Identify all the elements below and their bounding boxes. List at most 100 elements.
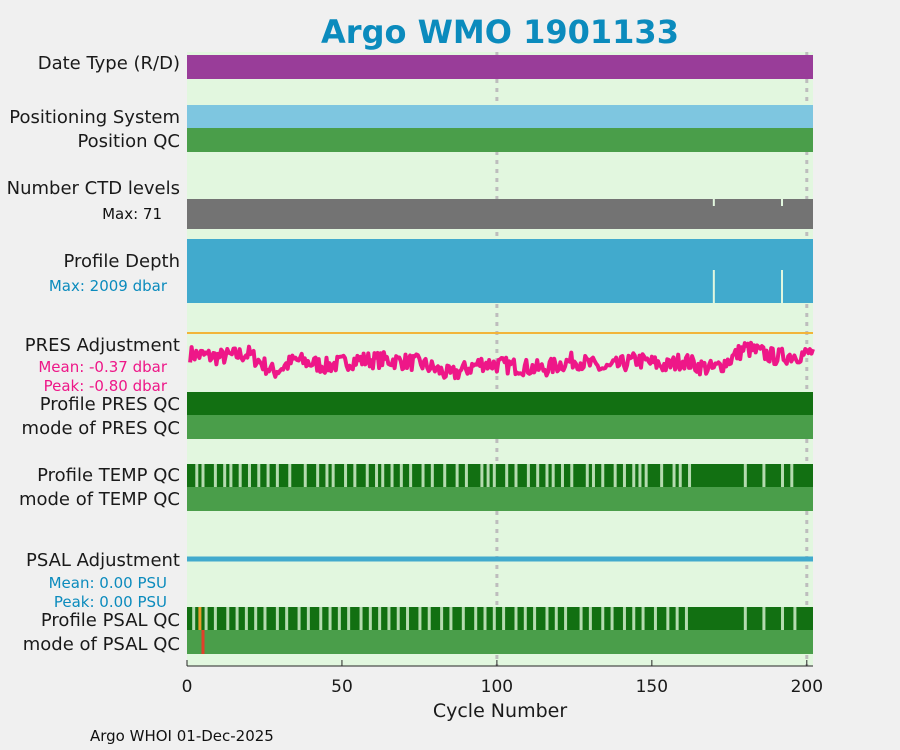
bar-mode-temp-qc [187,487,813,511]
temp-qc-flag-3 [195,464,199,487]
temp-qc-flag-129 [585,464,589,487]
temp-qc-flag-79 [430,464,434,487]
temp-qc-flag-58 [365,464,369,487]
psal-qc-flag-196 [793,607,797,630]
temp-qc-flag-61 [375,464,379,487]
temp-qc-flag-195 [790,464,794,487]
bar-date-type [187,55,813,79]
temp-qc-flag-72 [409,464,413,487]
temp-qc-flag-159 [678,464,682,487]
psal-qc-flag-25 [263,607,267,630]
temp-qc-flag-23 [257,464,261,487]
adjustment-lines [187,332,815,562]
temp-qc-flag-121 [560,464,564,487]
label-psal-mean: Mean: 0.00 PSU [49,574,167,592]
psal-qc-orange-flag [198,607,202,630]
label-depth-max: Max: 2009 dbar [49,277,168,295]
temp-qc-flag-97 [486,464,490,487]
temp-qc-flag-144 [632,464,636,487]
psal-qc-flag-2 [192,607,196,630]
x-tick-label-150: 150 [636,677,668,697]
psal-qc-flag-56 [359,607,363,630]
temp-qc-flag-5 [201,464,205,487]
pres-adjustment-line [188,340,815,381]
psal-qc-flag-106 [514,607,518,630]
x-tick-label-200: 200 [791,677,823,697]
psal-qc-flag-16 [235,607,239,630]
bar-positioning-system [187,105,813,128]
bar-profile-temp-qc [187,464,813,487]
temp-qc-flag-138 [613,464,617,487]
psal-qc-flag-141 [622,607,626,630]
depth-dip-192 [781,270,784,303]
temp-qc-flag-66 [390,464,394,487]
x-tick-label-50: 50 [331,677,353,697]
temp-qc-flag-33 [288,464,292,487]
temp-qc-flag-54 [353,464,357,487]
temp-qc-flag-38 [303,464,307,487]
label-date-type: Date Type (R/D) [38,53,180,74]
label-pres-peak: Peak: -0.80 dbar [44,377,168,395]
bar-profile-psal-qc [187,607,813,630]
temp-qc-flag-95 [480,464,484,487]
label-profile-depth: Profile Depth [63,251,180,272]
psal-qc-flag-99 [492,607,496,630]
temp-qc-flag-103 [505,464,509,487]
temp-qc-flag-87 [455,464,459,487]
label-profile-psal-qc: Profile PSAL QC [41,610,180,631]
psal-qc-flag-65 [387,607,391,630]
psal-qc-flag-144 [632,607,636,630]
temp-qc-flag-186 [762,464,766,487]
x-tick-label-0: 0 [182,677,193,697]
qc-bars [187,55,813,654]
temp-qc-flag-192 [781,464,785,487]
temp-qc-flag-146 [638,464,642,487]
depth-dip-170 [712,270,715,303]
psal-qc-flag-39 [306,607,310,630]
label-psal-adjustment: PSAL Adjustment [26,550,180,571]
psal-qc-flag-161 [684,607,688,630]
label-psal-peak: Peak: 0.00 PSU [54,593,167,611]
temp-qc-flag-63 [381,464,385,487]
x-axis-label: Cycle Number [433,700,567,722]
temp-qc-flag-162 [688,464,692,487]
temp-qc-flag-9 [213,464,217,487]
psal-qc-flag-85 [449,607,453,630]
psal-qc-flag-158 [675,607,679,630]
footer-credit: Argo WHOI 01-Dec-2025 [90,727,274,745]
bar-profile-depth [187,239,813,303]
psal-qc-flag-29 [275,607,279,630]
temp-qc-flag-29 [275,464,279,487]
temp-qc-flag-134 [601,464,605,487]
psal-qc-flag-13 [226,607,230,630]
ctd-dip-192 [781,199,784,206]
psal-qc-flag-134 [601,607,605,630]
label-mode-temp-qc: mode of TEMP QC [19,489,180,510]
temp-qc-flag-99 [492,464,496,487]
psal-qc-flag-147 [641,607,645,630]
psal-qc-flag-122 [564,607,568,630]
temp-qc-flag-17 [238,464,242,487]
psal-qc-flag-180 [743,607,747,630]
bar-mode-pres-qc [187,415,813,439]
temp-qc-flag-118 [551,464,555,487]
psal-qc-flag-59 [368,607,372,630]
psal-qc-flag-93 [474,607,478,630]
psal-qc-flag-112 [533,607,537,630]
label-pres-adjustment: PRES Adjustment [25,335,180,356]
psal-qc-flag-22 [254,607,258,630]
temp-qc-flag-26 [266,464,270,487]
psal-qc-flag-62 [378,607,382,630]
temp-qc-flag-110 [526,464,530,487]
temp-qc-flag-141 [622,464,626,487]
psal-qc-red-flag [201,630,205,654]
label-number-ctd-levels: Number CTD levels [7,178,180,199]
temp-qc-flag-131 [591,464,595,487]
temp-qc-flag-124 [570,464,574,487]
psal-qc-flag-137 [610,607,614,630]
psal-qc-flag-46 [328,607,332,630]
bar-mode-psal-qc [187,630,813,654]
psal-qc-flag-9 [213,607,217,630]
psal-qc-flag-52 [347,607,351,630]
